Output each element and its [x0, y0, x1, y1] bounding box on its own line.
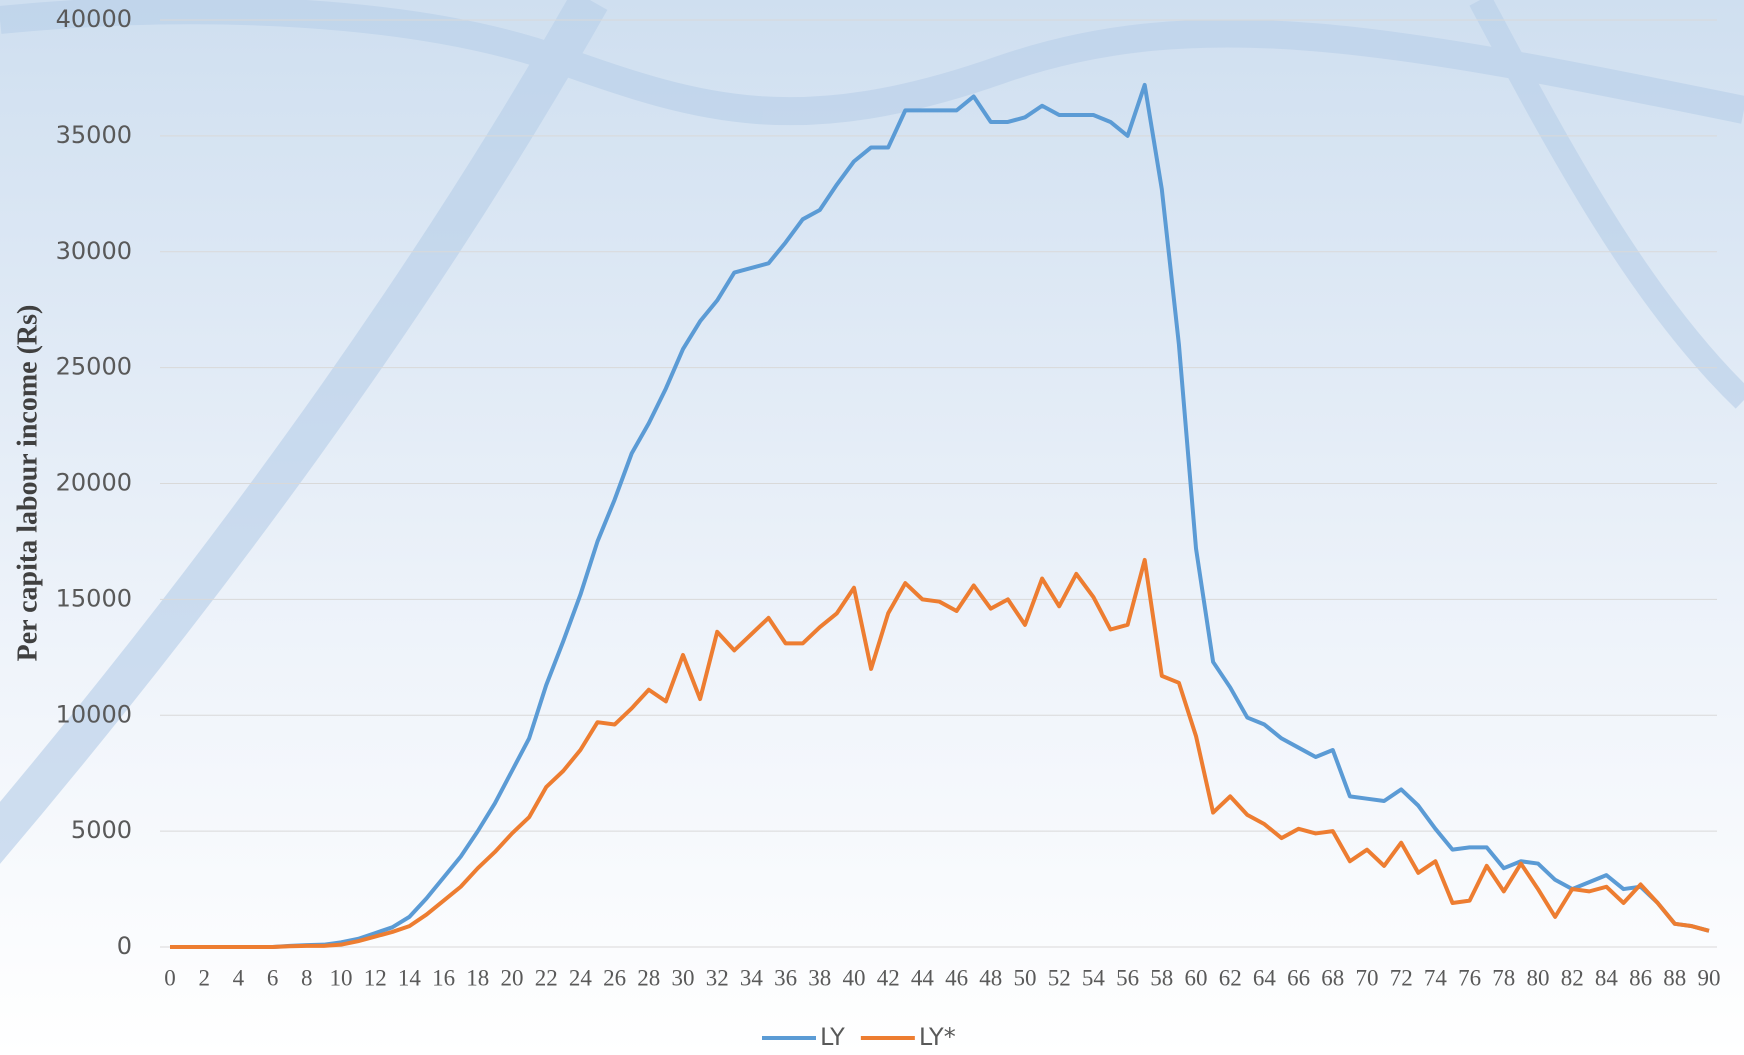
x-tick-label: 34: [740, 965, 764, 990]
x-tick-label: 60: [1185, 965, 1208, 990]
x-tick-label: 6: [267, 965, 279, 990]
line-series: [170, 557, 1710, 949]
x-tick-label: 84: [1595, 965, 1619, 990]
x-tick-label: 14: [398, 965, 422, 990]
x-tick-label: 50: [1014, 965, 1037, 990]
decoration: [0, 0, 1744, 864]
x-tick-label: 66: [1287, 965, 1310, 990]
x-tick-label: 10: [330, 965, 353, 990]
x-tick-label: 80: [1527, 965, 1550, 990]
x-tick-label: 20: [501, 965, 524, 990]
x-tick-label: 52: [1048, 965, 1071, 990]
y-tick-label: 30000: [56, 237, 132, 265]
x-tick-label: 4: [233, 965, 245, 990]
x-tick-label: 88: [1663, 965, 1686, 990]
x-tick-label: 32: [706, 965, 729, 990]
y-tick-label: 10000: [56, 700, 132, 728]
x-tick-label: 12: [364, 965, 387, 990]
x-tick-label: 44: [911, 965, 935, 990]
x-tick-label: 0: [164, 965, 176, 990]
x-tick-label: 24: [569, 965, 593, 990]
x-tick-label: 36: [774, 965, 797, 990]
x-tick-label: 38: [808, 965, 831, 990]
x-tick-label: 46: [945, 965, 968, 990]
x-tick-label: 28: [637, 965, 660, 990]
y-tick-label: 5000: [71, 816, 132, 844]
y-tick-label: 35000: [56, 121, 132, 149]
x-tick-label: 70: [1356, 965, 1379, 990]
x-tick-label: 56: [1116, 965, 1139, 990]
x-tick-label: 62: [1219, 965, 1242, 990]
legend-label: LY*: [919, 1023, 956, 1051]
y-tick-label: 25000: [56, 353, 132, 381]
x-tick-label: 30: [672, 965, 695, 990]
x-tick-label: 74: [1424, 965, 1448, 990]
x-tick-label: 58: [1150, 965, 1173, 990]
y-tick-label: 40000: [56, 5, 132, 33]
x-tick-label: 54: [1082, 965, 1106, 990]
x-tick-label: 78: [1492, 965, 1515, 990]
legend-label: LY: [820, 1023, 845, 1051]
x-tick-label: 8: [301, 965, 313, 990]
x-tick-label: 90: [1698, 965, 1721, 990]
x-tick-label: 16: [432, 965, 455, 990]
x-tick-label: 2: [198, 965, 210, 990]
y-axis-label: Per capita labour income (Rs): [12, 305, 43, 662]
y-tick-label: 20000: [56, 469, 132, 497]
x-tick-label: 68: [1321, 965, 1344, 990]
x-tick-label: 86: [1629, 965, 1652, 990]
x-tick-label: 40: [843, 965, 866, 990]
x-tick-label: 82: [1561, 965, 1584, 990]
x-tick-label: 72: [1390, 965, 1413, 990]
x-tick-label: 64: [1253, 965, 1277, 990]
x-tick-label: 26: [603, 965, 626, 990]
x-tick-label: 48: [979, 965, 1002, 990]
x-tick-label: 18: [466, 965, 489, 990]
y-tick-label: 0: [117, 932, 132, 960]
y-tick-label: 15000: [56, 584, 132, 612]
line-series: [170, 82, 1710, 949]
x-tick-label: 22: [535, 965, 558, 990]
x-tick-label: 42: [877, 965, 900, 990]
x-tick-label: 76: [1458, 965, 1481, 990]
